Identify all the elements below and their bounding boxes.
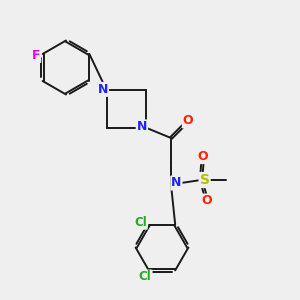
Text: S: S — [200, 173, 210, 187]
Text: Cl: Cl — [134, 216, 147, 229]
Text: O: O — [197, 150, 208, 163]
Text: O: O — [202, 194, 212, 208]
Text: N: N — [98, 83, 108, 96]
Text: O: O — [183, 114, 194, 128]
Text: N: N — [137, 120, 147, 134]
Text: N: N — [171, 176, 182, 190]
Text: F: F — [32, 49, 40, 62]
Text: Cl: Cl — [139, 271, 152, 284]
